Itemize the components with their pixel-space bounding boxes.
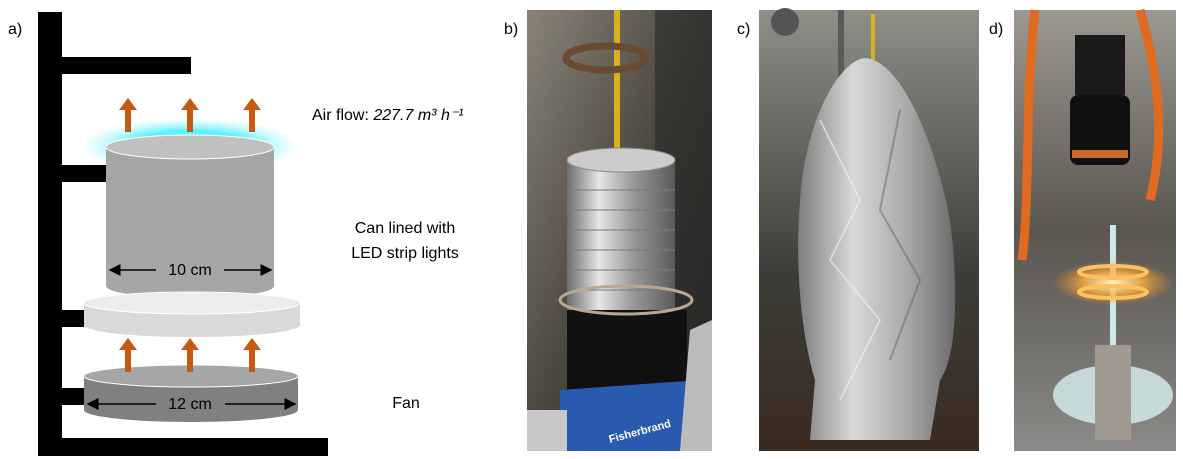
fan bbox=[84, 365, 298, 422]
can-label: Can lined with bbox=[355, 220, 456, 237]
panel-label: a) bbox=[8, 21, 22, 38]
air-flow: Air flow: 227.7 m³ h⁻¹ bbox=[312, 107, 464, 124]
fan-label: Fan bbox=[392, 395, 420, 412]
air-flow-value: 227.7 m³ h⁻¹ bbox=[372, 107, 463, 124]
can-width: 10 cm bbox=[168, 262, 212, 279]
plate bbox=[84, 292, 300, 337]
panel-label: d) bbox=[989, 21, 1003, 38]
figure: a) b) c) d) 10 cm 12 cm Air flow: 227.7 … bbox=[0, 0, 1183, 459]
photo-b: Fisherbrand bbox=[527, 10, 712, 451]
photo-d bbox=[1014, 10, 1176, 451]
air-flow-label: Air flow: bbox=[312, 107, 369, 124]
panel-label: c) bbox=[737, 21, 750, 38]
can-label: LED strip lights bbox=[351, 245, 459, 262]
panel-label: b) bbox=[504, 21, 518, 38]
fan-width: 12 cm bbox=[168, 396, 212, 413]
photo-c bbox=[759, 8, 979, 451]
